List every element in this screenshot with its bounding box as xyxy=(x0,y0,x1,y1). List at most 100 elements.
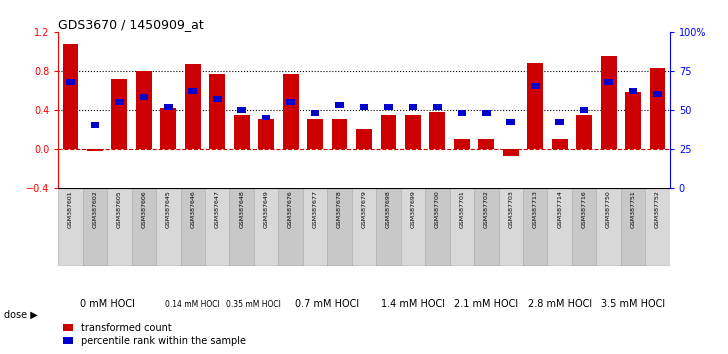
Bar xyxy=(136,71,152,149)
FancyBboxPatch shape xyxy=(482,110,491,116)
Text: GSM387751: GSM387751 xyxy=(630,190,636,228)
FancyBboxPatch shape xyxy=(604,79,613,85)
Bar xyxy=(405,115,421,149)
Text: GSM387677: GSM387677 xyxy=(312,190,317,228)
FancyBboxPatch shape xyxy=(580,107,588,113)
Text: GSM387701: GSM387701 xyxy=(459,190,464,228)
Bar xyxy=(621,188,645,266)
Text: GSM387752: GSM387752 xyxy=(655,190,660,228)
Text: GSM387605: GSM387605 xyxy=(117,190,122,228)
Bar xyxy=(552,139,568,149)
Legend: transformed count, percentile rank within the sample: transformed count, percentile rank withi… xyxy=(63,323,245,346)
FancyBboxPatch shape xyxy=(555,119,564,125)
Text: GSM387699: GSM387699 xyxy=(411,190,416,228)
Bar xyxy=(454,139,470,149)
Text: GSM387716: GSM387716 xyxy=(582,190,587,228)
Text: GSM387679: GSM387679 xyxy=(362,190,366,228)
Bar xyxy=(547,188,572,266)
Bar xyxy=(282,74,298,149)
Bar xyxy=(645,188,670,266)
Text: GSM387676: GSM387676 xyxy=(288,190,293,228)
Bar xyxy=(107,188,132,266)
Text: GSM387648: GSM387648 xyxy=(240,190,244,228)
Bar xyxy=(278,188,303,266)
Bar xyxy=(258,120,274,149)
Bar xyxy=(254,188,278,266)
FancyBboxPatch shape xyxy=(384,104,392,110)
Bar xyxy=(87,149,103,151)
Bar xyxy=(352,188,376,266)
FancyBboxPatch shape xyxy=(629,88,637,94)
FancyBboxPatch shape xyxy=(213,96,221,102)
Bar xyxy=(649,68,665,149)
Bar xyxy=(474,188,499,266)
Bar xyxy=(430,112,446,149)
Bar xyxy=(58,188,83,266)
FancyBboxPatch shape xyxy=(507,119,515,125)
Text: GSM387714: GSM387714 xyxy=(557,190,562,228)
FancyBboxPatch shape xyxy=(164,104,173,110)
Text: 2.8 mM HOCl: 2.8 mM HOCl xyxy=(528,299,592,309)
Bar xyxy=(111,79,127,149)
Bar xyxy=(527,63,543,149)
FancyBboxPatch shape xyxy=(115,99,124,105)
Bar xyxy=(576,115,592,149)
Bar xyxy=(307,120,323,149)
Bar xyxy=(572,188,596,266)
Text: dose ▶: dose ▶ xyxy=(4,309,37,319)
Bar xyxy=(425,188,450,266)
Bar xyxy=(303,188,328,266)
Bar xyxy=(229,188,254,266)
Bar xyxy=(503,149,519,156)
FancyBboxPatch shape xyxy=(140,94,148,100)
Bar xyxy=(499,188,523,266)
FancyBboxPatch shape xyxy=(458,110,466,116)
Bar xyxy=(209,74,225,149)
Bar xyxy=(478,139,494,149)
Bar xyxy=(328,188,352,266)
Bar xyxy=(376,188,400,266)
Text: GSM387713: GSM387713 xyxy=(533,190,538,228)
FancyBboxPatch shape xyxy=(311,110,320,116)
Text: GSM387601: GSM387601 xyxy=(68,190,73,228)
Bar xyxy=(63,44,79,149)
Bar xyxy=(450,188,474,266)
Text: GSM387678: GSM387678 xyxy=(337,190,342,228)
Bar xyxy=(156,188,181,266)
Bar xyxy=(381,115,397,149)
Bar xyxy=(400,188,425,266)
Text: GSM387750: GSM387750 xyxy=(606,190,611,228)
FancyBboxPatch shape xyxy=(336,102,344,108)
Text: GSM387703: GSM387703 xyxy=(508,190,513,228)
Bar xyxy=(181,188,205,266)
Bar xyxy=(601,56,617,149)
FancyBboxPatch shape xyxy=(66,79,75,85)
Text: 0.7 mM HOCl: 0.7 mM HOCl xyxy=(296,299,360,309)
Text: GSM387649: GSM387649 xyxy=(264,190,269,228)
Bar xyxy=(185,64,201,149)
Bar xyxy=(625,92,641,149)
Bar xyxy=(132,188,156,266)
Bar xyxy=(160,108,176,149)
FancyBboxPatch shape xyxy=(262,115,270,120)
Bar xyxy=(234,115,250,149)
Text: GSM387647: GSM387647 xyxy=(215,190,220,228)
Text: 3.5 mM HOCl: 3.5 mM HOCl xyxy=(601,299,665,309)
FancyBboxPatch shape xyxy=(360,104,368,110)
Bar xyxy=(523,188,547,266)
FancyBboxPatch shape xyxy=(653,91,662,97)
FancyBboxPatch shape xyxy=(286,99,295,105)
Text: GSM387645: GSM387645 xyxy=(166,190,171,228)
FancyBboxPatch shape xyxy=(189,88,197,94)
Text: 1.4 mM HOCl: 1.4 mM HOCl xyxy=(381,299,445,309)
Bar xyxy=(205,188,229,266)
Text: 0.14 mM HOCl: 0.14 mM HOCl xyxy=(165,300,220,309)
Bar xyxy=(596,188,621,266)
Text: 0.35 mM HOCl: 0.35 mM HOCl xyxy=(226,300,281,309)
Text: GSM387698: GSM387698 xyxy=(386,190,391,228)
Text: 0 mM HOCl: 0 mM HOCl xyxy=(80,299,135,309)
Bar xyxy=(83,188,107,266)
Text: GSM387602: GSM387602 xyxy=(92,190,98,228)
FancyBboxPatch shape xyxy=(91,122,99,128)
FancyBboxPatch shape xyxy=(433,104,442,110)
